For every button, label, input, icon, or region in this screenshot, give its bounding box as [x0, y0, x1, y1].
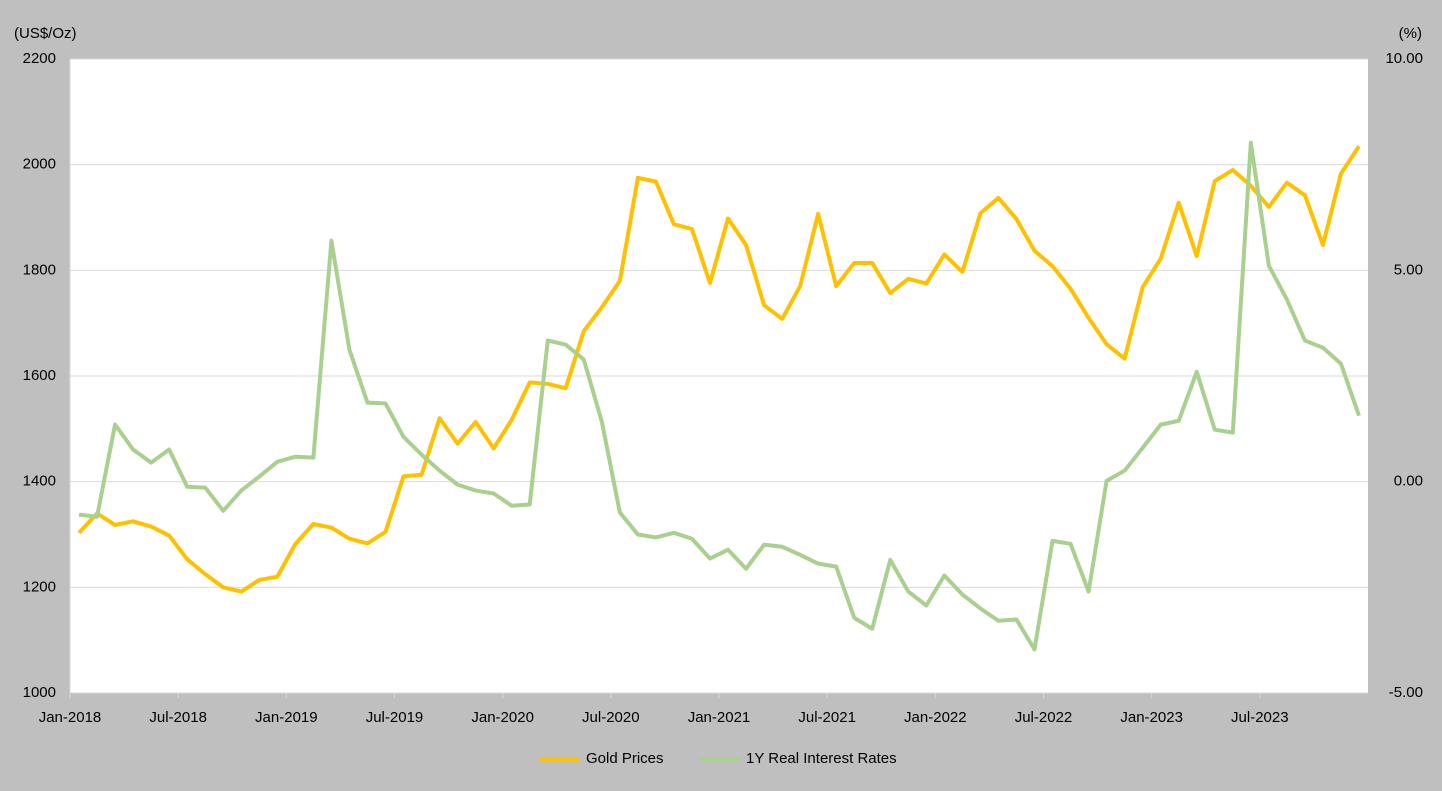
legend-label: 1Y Real Interest Rates	[746, 750, 897, 767]
y-tick-label: 2200	[23, 50, 56, 67]
y2-tick-label: 0.00	[1394, 473, 1423, 490]
x-tick-label: Jul-2019	[366, 709, 424, 726]
x-tick-label: Jan-2023	[1120, 709, 1183, 726]
x-tick-label: Jan-2022	[904, 709, 967, 726]
x-tick-label: Jan-2020	[471, 709, 534, 726]
y-tick-label: 1200	[23, 578, 56, 595]
x-tick-label: Jul-2022	[1015, 709, 1073, 726]
y-tick-label: 1600	[23, 367, 56, 384]
y-tick-label: 1000	[23, 684, 56, 701]
x-tick-label: Jul-2021	[798, 709, 856, 726]
x-tick-label: Jan-2019	[255, 709, 318, 726]
y-tick-label: 1800	[23, 261, 56, 278]
y2-axis-label: (%)	[1399, 25, 1422, 42]
x-tick-label: Jul-2023	[1231, 709, 1289, 726]
x-tick-label: Jul-2018	[149, 709, 207, 726]
y2-tick-label: 10.00	[1385, 50, 1423, 67]
data-line	[78, 140, 1361, 652]
data-line	[77, 145, 1361, 594]
y-axis-label: (US$/Oz)	[14, 25, 77, 42]
y-tick-label: 2000	[23, 156, 56, 173]
x-tick-label: Jul-2020	[582, 709, 640, 726]
legend-label: Gold Prices	[586, 750, 664, 767]
x-tick-label: Jan-2021	[688, 709, 751, 726]
y2-tick-label: 5.00	[1394, 261, 1423, 278]
y2-tick-label: -5.00	[1389, 684, 1423, 701]
y-tick-label: 1400	[23, 473, 56, 490]
x-tick-label: Jan-2018	[39, 709, 102, 726]
